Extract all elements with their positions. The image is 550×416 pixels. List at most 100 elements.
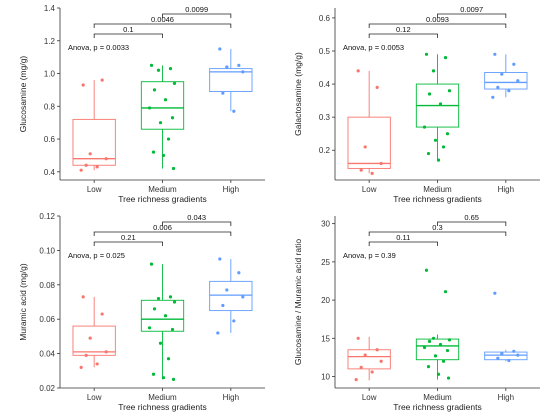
y-tick-label: 10 <box>321 373 330 382</box>
data-point-low <box>359 168 363 172</box>
data-point-low <box>363 145 367 149</box>
data-point-low <box>79 365 83 369</box>
y-tick-label: 0.06 <box>39 315 55 324</box>
data-point-low <box>379 359 383 363</box>
y-tick-label: 0.4 <box>44 168 56 177</box>
data-point-low <box>84 163 88 167</box>
anova-label: Anova, p = 0.025 <box>68 251 125 260</box>
y-axis-title: Muramic acid (mg/g) <box>18 263 28 341</box>
x-axis-title: Tree richness gradients <box>118 402 207 412</box>
box-medium <box>140 264 185 380</box>
data-point-medium <box>161 376 166 380</box>
data-point-low <box>104 350 108 354</box>
anova-label: Anova, p = 0.0053 <box>343 43 404 52</box>
data-point-medium <box>445 348 450 353</box>
significance-bracket <box>368 23 507 28</box>
y-tick-label: 0.3 <box>319 113 331 122</box>
data-point-high <box>516 79 520 83</box>
box-body <box>347 349 391 370</box>
x-tick-label: High <box>498 185 514 194</box>
data-point-medium <box>443 290 448 294</box>
data-point-medium <box>158 341 163 345</box>
significance-bracket <box>162 13 232 18</box>
significance-bracket <box>368 241 438 246</box>
significance-bracket <box>162 221 232 226</box>
data-point-medium <box>443 56 448 60</box>
data-point-medium <box>166 357 171 361</box>
y-tick-label: 20 <box>321 296 330 305</box>
data-point-medium <box>422 345 427 350</box>
p-value-label: 0.0093 <box>426 15 449 24</box>
data-point-medium <box>424 268 429 272</box>
p-value-label: 0.12 <box>396 25 411 34</box>
data-point-medium <box>149 63 154 67</box>
data-point-low <box>356 69 360 73</box>
chart-panel-muramic-acid: 0.02 0.04 0.06 0.08 0.10 0.12 Low Medium High Tre… <box>18 212 265 412</box>
box-low <box>347 70 391 174</box>
data-point-high <box>232 319 236 323</box>
anova-label: Anova, p = 0.0033 <box>68 43 129 52</box>
data-point-medium <box>436 372 441 376</box>
data-point-medium <box>441 359 446 363</box>
data-point-medium <box>163 98 168 102</box>
data-point-low <box>379 161 383 166</box>
box-high <box>209 48 253 112</box>
y-axis-title: Galactosamine (mg/g) <box>293 52 303 136</box>
data-point-medium <box>172 300 177 304</box>
p-value-label: 0.0097 <box>460 5 483 14</box>
data-point-medium <box>163 314 168 318</box>
data-point-medium <box>172 81 177 85</box>
significance-bracket <box>93 33 163 38</box>
data-point-low <box>363 353 367 357</box>
x-tick-label: Medium <box>148 185 177 194</box>
x-axis-title: Tree richness gradients <box>393 402 482 412</box>
data-point-low <box>88 336 92 340</box>
data-point-medium <box>156 68 161 72</box>
chart-panel-galactosamine: 0.2 0.3 0.4 0.5 0.6 Low Medium High Tree richnes… <box>293 5 540 204</box>
p-value-label: 0.0046 <box>151 15 174 24</box>
x-tick-label: Low <box>87 393 102 402</box>
data-point-high <box>493 291 497 295</box>
data-point-high <box>496 85 500 89</box>
data-point-high <box>491 95 495 99</box>
data-point-low <box>81 83 85 87</box>
x-tick-label: Low <box>362 185 377 194</box>
y-tick-label: 0.5 <box>319 47 331 56</box>
data-point-low <box>95 165 99 169</box>
data-point-medium <box>445 132 450 136</box>
box-body <box>209 68 253 92</box>
significance-bracket <box>93 231 232 236</box>
data-point-high <box>237 63 241 67</box>
data-point-medium <box>447 338 452 342</box>
x-tick-label: Medium <box>148 393 177 402</box>
significance-bracket <box>368 231 507 236</box>
data-point-high <box>507 89 511 93</box>
data-point-high <box>500 72 504 76</box>
x-tick-label: High <box>223 185 239 194</box>
significance-bracket <box>368 33 438 38</box>
anova-label: Anova, p = 0.39 <box>343 251 396 260</box>
x-tick-label: High <box>223 393 239 402</box>
data-point-low <box>79 168 83 172</box>
significance-bracket <box>437 221 507 226</box>
data-point-medium <box>170 116 175 120</box>
x-tick-label: Medium <box>423 185 452 194</box>
box-high <box>484 349 528 362</box>
data-point-high <box>225 65 229 69</box>
data-point-low <box>370 370 374 374</box>
data-point-medium <box>166 137 171 141</box>
y-tick-label: 25 <box>321 258 330 267</box>
y-tick-label: 0.10 <box>39 246 55 255</box>
y-tick-label: 0.04 <box>39 350 55 359</box>
chart-panel-ratio: 10 15 20 25 30 Low Medium High Tree richness gra… <box>293 213 540 412</box>
y-axis-title: Glucosamine (mg/g) <box>18 56 28 133</box>
data-point-high <box>241 295 245 299</box>
data-point-medium <box>431 336 436 340</box>
y-tick-label: 1.2 <box>44 37 56 46</box>
data-point-medium <box>431 69 436 73</box>
data-point-low <box>104 157 108 161</box>
x-axis-title: Tree richness gradients <box>393 194 482 204</box>
x-tick-label: Low <box>362 393 377 402</box>
data-point-medium <box>147 326 152 330</box>
data-point-low <box>375 348 379 352</box>
